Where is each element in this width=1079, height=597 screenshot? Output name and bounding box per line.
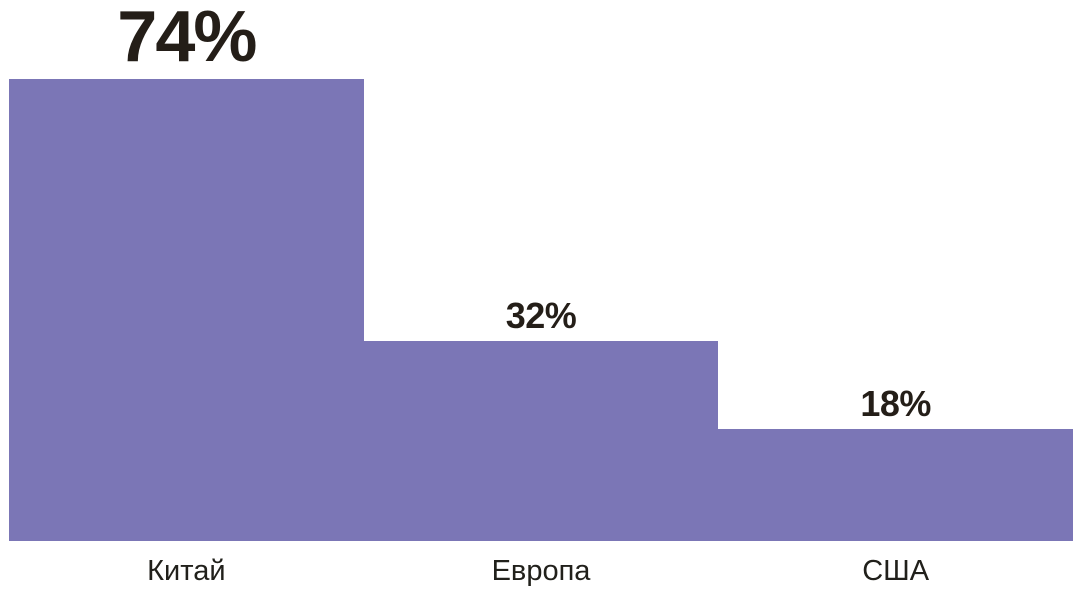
bar-column: 74% Китай [9,0,364,597]
bar-column: 18% США [718,0,1074,597]
bar [9,79,364,541]
bar-value-label: 18% [860,383,931,424]
bar-column: 32% Европа [363,0,719,597]
bar-category-label: Европа [491,554,591,587]
bar-category-label: США [862,554,930,587]
bar-value-label: 32% [505,295,577,336]
bar-category-label: Китай [147,554,226,587]
bar [363,341,719,541]
bar [718,429,1074,541]
bar-value-label: 74% [117,0,257,77]
